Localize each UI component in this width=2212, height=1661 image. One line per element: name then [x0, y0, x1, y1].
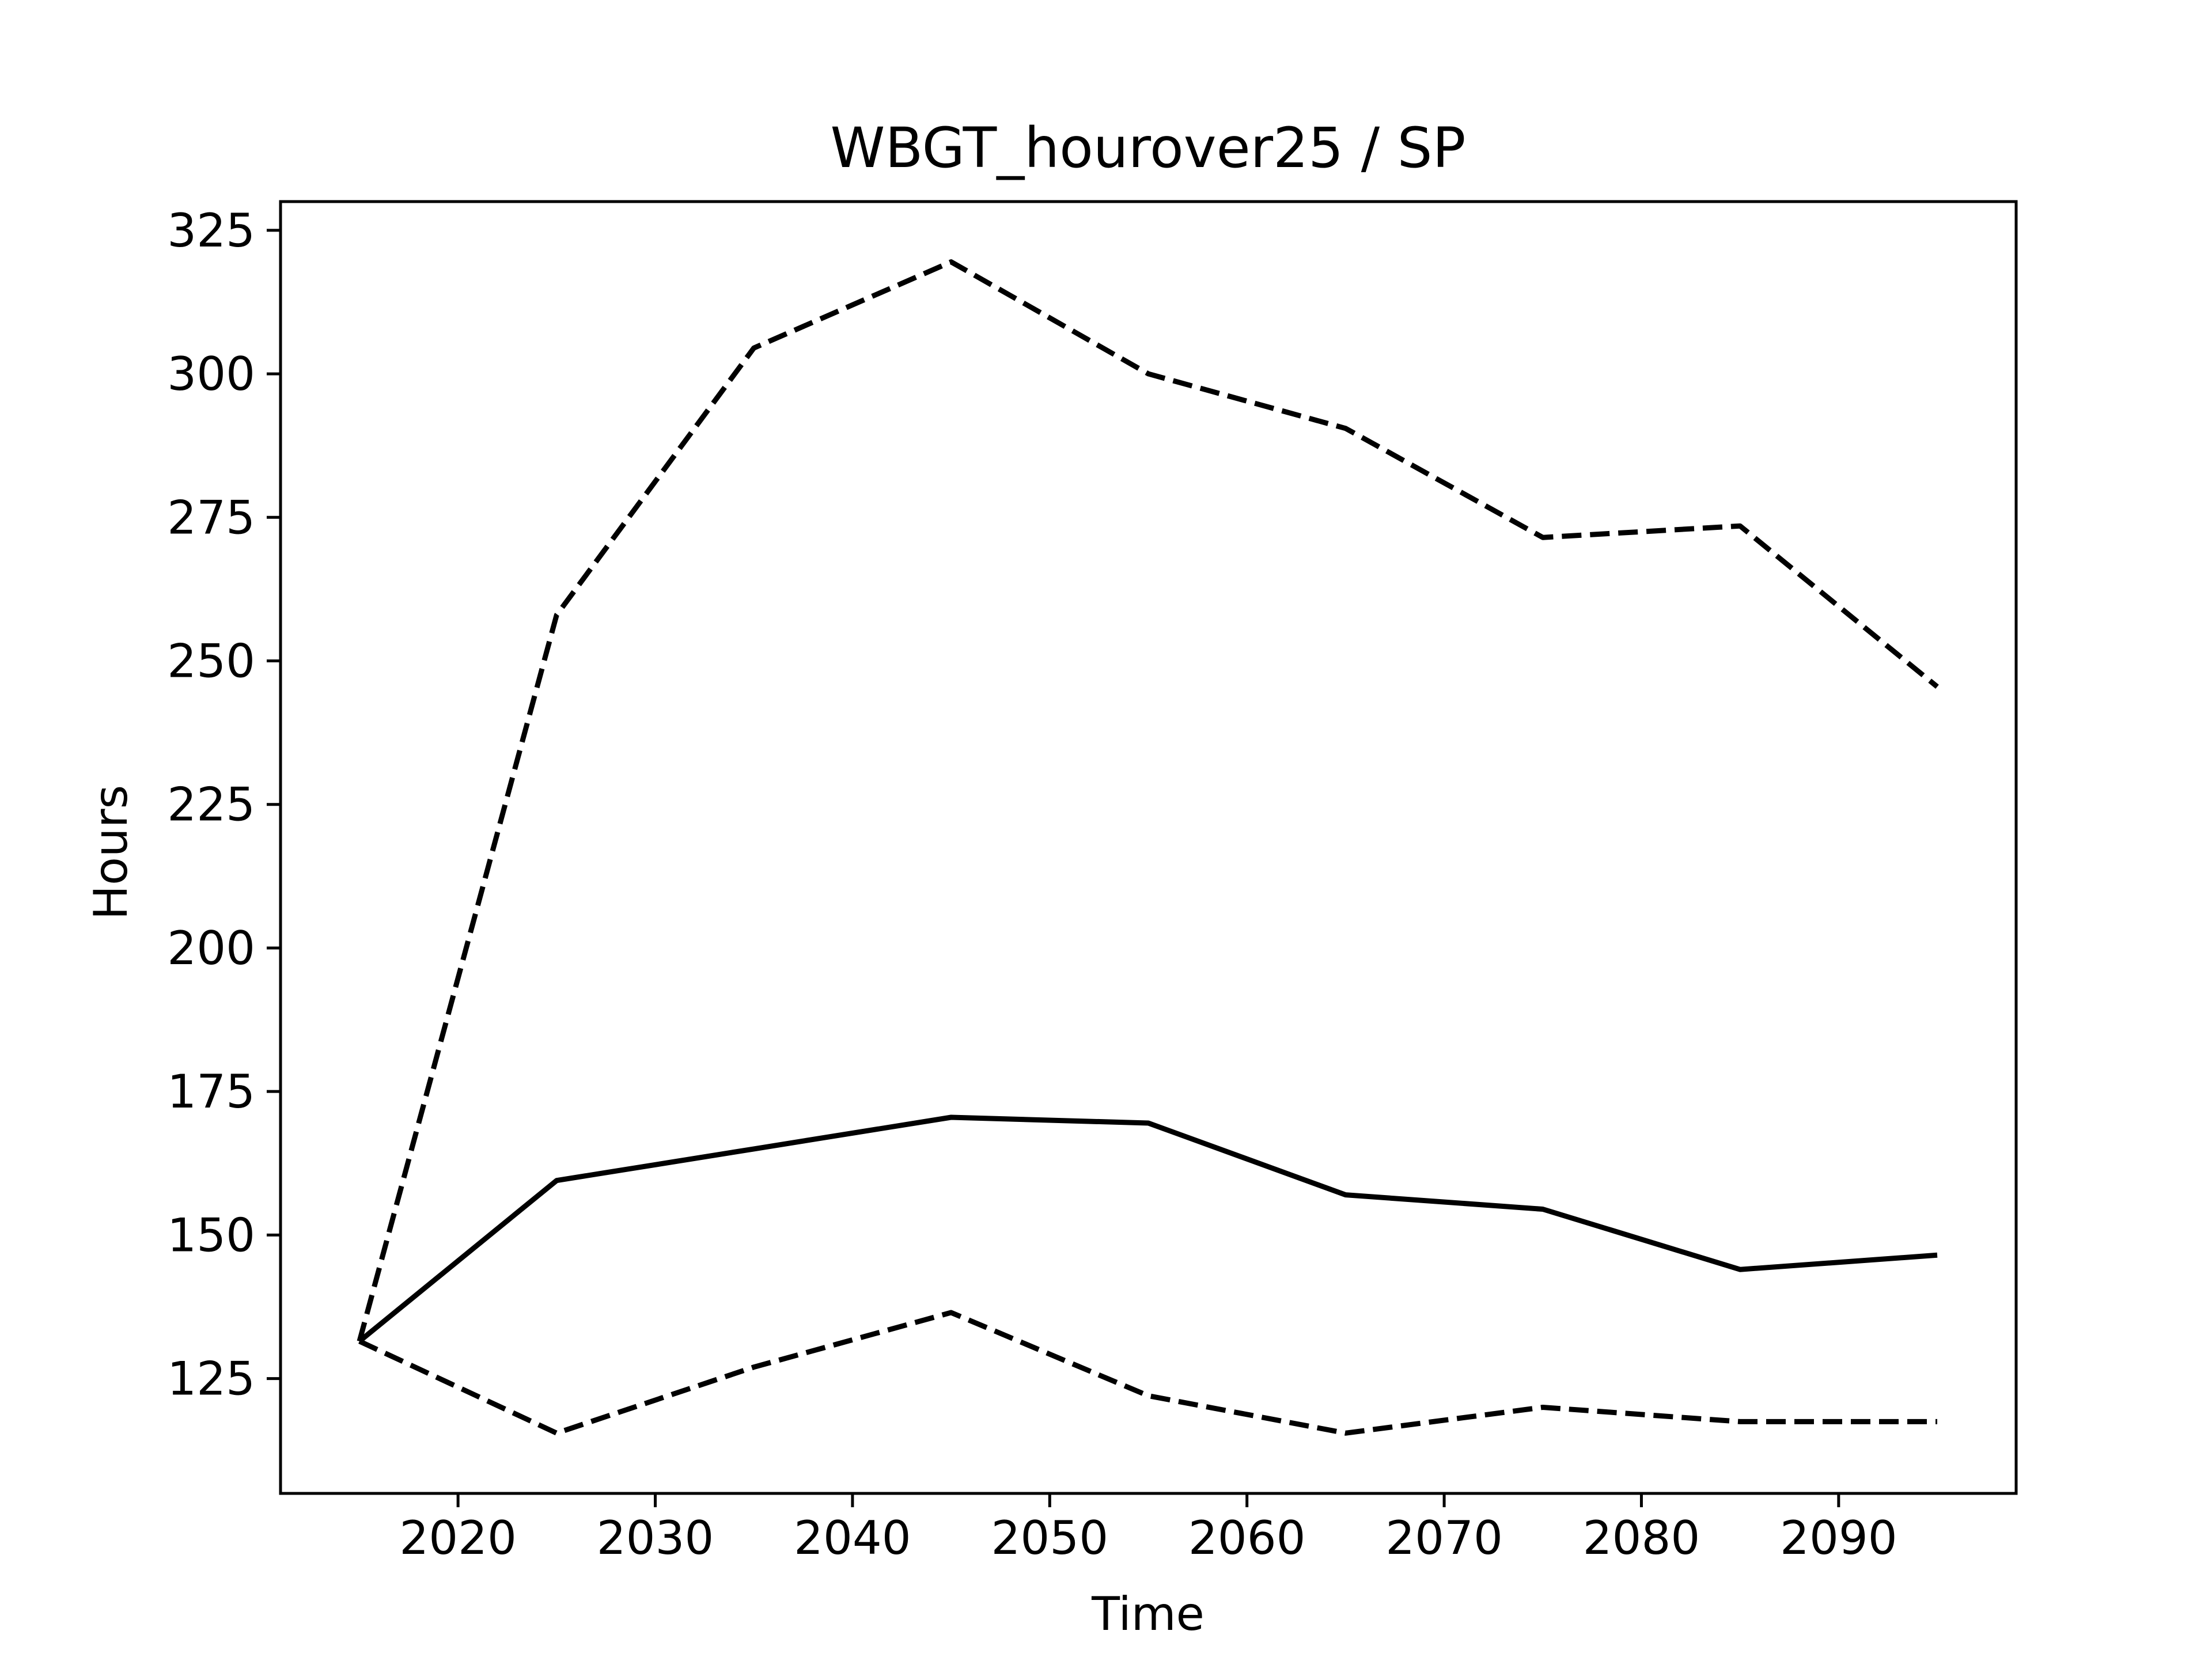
y-tick-label: 150 [167, 1208, 255, 1262]
series-line-3 [358, 1310, 1937, 1436]
x-tick-label: 2070 [1385, 1511, 1503, 1565]
x-tick-label: 2060 [1188, 1511, 1306, 1565]
y-tick-label: 175 [167, 1065, 255, 1118]
y-tick-label: 225 [167, 778, 255, 832]
plot-area: 2020 2030 2040 2050 2060 2070 2080 2090 125 150 17… [167, 200, 2018, 1565]
x-axis-label: Time [1091, 1587, 1205, 1641]
y-tick-label: 125 [167, 1352, 255, 1406]
x-tick-label: 2050 [991, 1511, 1109, 1565]
x-tick-label: 2020 [399, 1511, 517, 1565]
y-axis-label: Hours [84, 785, 138, 920]
series-line-1 [358, 1114, 1938, 1344]
x-tick-label: 2040 [794, 1511, 911, 1565]
x-tick-label: 2030 [597, 1511, 714, 1565]
y-tick-label: 300 [167, 347, 255, 401]
x-tick-label: 2090 [1780, 1511, 1897, 1565]
chart-title: WBGT_hourover25 / SP [831, 116, 1466, 180]
x-tick-label: 2080 [1583, 1511, 1700, 1565]
series-line-2 [357, 259, 1939, 1342]
y-tick-label: 250 [167, 635, 255, 688]
axes-frame [279, 200, 2018, 1495]
y-tick-label: 200 [167, 921, 255, 975]
y-tick-label: 325 [167, 204, 255, 257]
y-tick-label: 275 [167, 491, 255, 544]
